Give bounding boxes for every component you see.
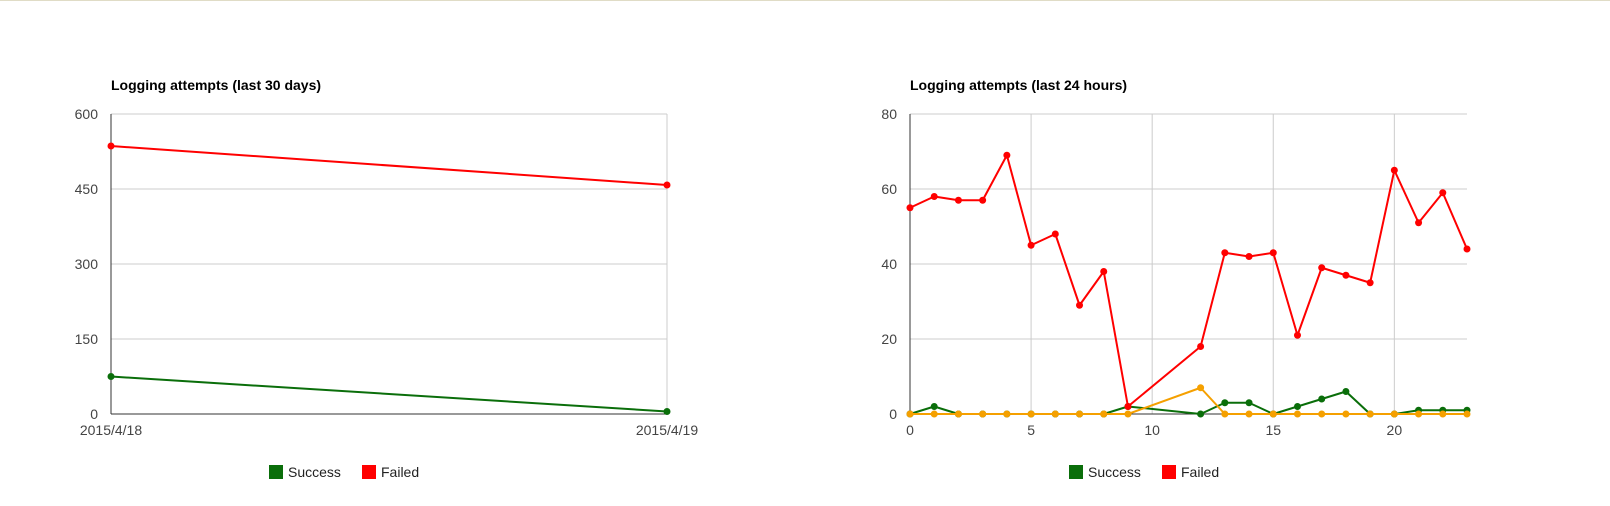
data-point-failed — [930, 193, 938, 200]
data-point-failed — [663, 181, 671, 189]
data-point-failed — [1003, 151, 1011, 159]
data-point-failed — [1463, 245, 1471, 253]
y-tick-label: 150 — [75, 331, 99, 347]
data-point-success — [1197, 410, 1205, 418]
x-tick-label: 15 — [1265, 422, 1281, 438]
data-point-series-3 — [1342, 410, 1350, 418]
data-point-series-3 — [930, 410, 938, 418]
series-line-failed — [110, 145, 668, 186]
data-point-series-3 — [1051, 410, 1059, 418]
chart-last-24-hours: Logging attempts (last 24 hours) 0 20 40 60… — [881, 77, 1471, 480]
legend-swatch-failed — [362, 465, 376, 479]
legend-label-success: Success — [1088, 464, 1141, 480]
x-tick-label: 20 — [1387, 422, 1403, 438]
y-tick-label: 0 — [90, 406, 98, 422]
data-point-series-3 — [1076, 410, 1084, 418]
data-point-series-3 — [1366, 410, 1374, 418]
x-tick-label: 0 — [906, 422, 914, 438]
chart-last-30-days: Logging attempts (last 30 days) 0 150 300 4… — [75, 77, 699, 480]
data-point-failed — [1293, 331, 1301, 339]
data-point-series-3 — [1293, 410, 1301, 418]
y-tick-label: 20 — [881, 331, 897, 347]
data-point-failed — [107, 142, 115, 150]
legend-swatch-failed — [1162, 465, 1176, 479]
data-point-series-3 — [1463, 410, 1471, 418]
y-tick-label: 300 — [75, 256, 99, 272]
y-tick-label: 80 — [881, 106, 897, 122]
data-point-failed — [1051, 230, 1059, 238]
y-tick-label: 450 — [75, 181, 99, 197]
data-point-series-3 — [1221, 410, 1229, 418]
data-point-success — [1293, 403, 1301, 410]
data-point-series-3 — [979, 410, 987, 418]
data-point-series-3 — [1390, 410, 1398, 418]
data-point-series-3 — [1269, 410, 1277, 418]
series-line-series-3 — [910, 386, 1467, 415]
data-point-success — [663, 408, 671, 415]
legend-label-success: Success — [288, 464, 341, 480]
data-point-failed — [1415, 219, 1423, 227]
y-tick-label: 60 — [881, 181, 897, 197]
data-point-series-3 — [1415, 410, 1423, 418]
data-point-success — [930, 403, 938, 410]
data-point-failed — [979, 196, 987, 204]
series-line-success — [909, 390, 1467, 415]
data-point-success — [1221, 399, 1229, 407]
series-line-success — [110, 375, 668, 413]
data-point-failed — [1076, 301, 1084, 309]
data-point-success — [1342, 388, 1350, 395]
data-point-series-3 — [1245, 410, 1253, 418]
data-point-failed — [1197, 343, 1205, 350]
y-tick-label: 600 — [75, 106, 99, 122]
legend-swatch-success — [269, 465, 283, 479]
y-tick-label: 40 — [881, 256, 897, 272]
data-point-failed — [1124, 403, 1132, 410]
data-point-failed — [954, 196, 962, 204]
chart-title: Logging attempts (last 30 days) — [111, 77, 321, 93]
data-point-failed — [906, 204, 914, 212]
data-point-failed — [1221, 249, 1229, 257]
data-point-failed — [1027, 241, 1035, 249]
data-point-failed — [1342, 271, 1350, 279]
data-point-series-3 — [1124, 410, 1132, 418]
series-line-failed — [909, 154, 1468, 408]
legend-swatch-success — [1069, 465, 1083, 479]
x-tick-label: 5 — [1027, 422, 1035, 438]
data-point-success — [1318, 395, 1326, 403]
data-point-success — [107, 373, 115, 380]
x-tick-label: 2015/4/19 — [636, 422, 698, 438]
legend-label-failed: Failed — [1181, 464, 1219, 480]
data-point-failed — [1269, 249, 1277, 257]
data-point-failed — [1366, 279, 1374, 287]
data-point-failed — [1439, 189, 1447, 197]
data-point-series-3 — [1027, 410, 1035, 418]
chart-title: Logging attempts (last 24 hours) — [910, 77, 1127, 93]
data-point-series-3 — [1318, 410, 1326, 418]
data-point-series-3 — [954, 410, 962, 418]
data-point-series-3 — [906, 410, 914, 418]
data-point-series-3 — [1439, 410, 1447, 418]
data-point-failed — [1390, 166, 1398, 174]
data-point-failed — [1245, 253, 1253, 260]
data-point-series-3 — [1197, 384, 1205, 392]
data-point-failed — [1100, 268, 1108, 275]
data-point-failed — [1318, 264, 1326, 272]
x-tick-label: 2015/4/18 — [80, 422, 142, 438]
data-point-success — [1245, 399, 1253, 407]
top-rule — [0, 0, 1610, 1]
x-tick-label: 10 — [1144, 422, 1160, 438]
legend-label-failed: Failed — [381, 464, 419, 480]
data-point-series-3 — [1100, 410, 1108, 418]
y-tick-label: 0 — [889, 406, 897, 422]
data-point-series-3 — [1003, 410, 1011, 418]
